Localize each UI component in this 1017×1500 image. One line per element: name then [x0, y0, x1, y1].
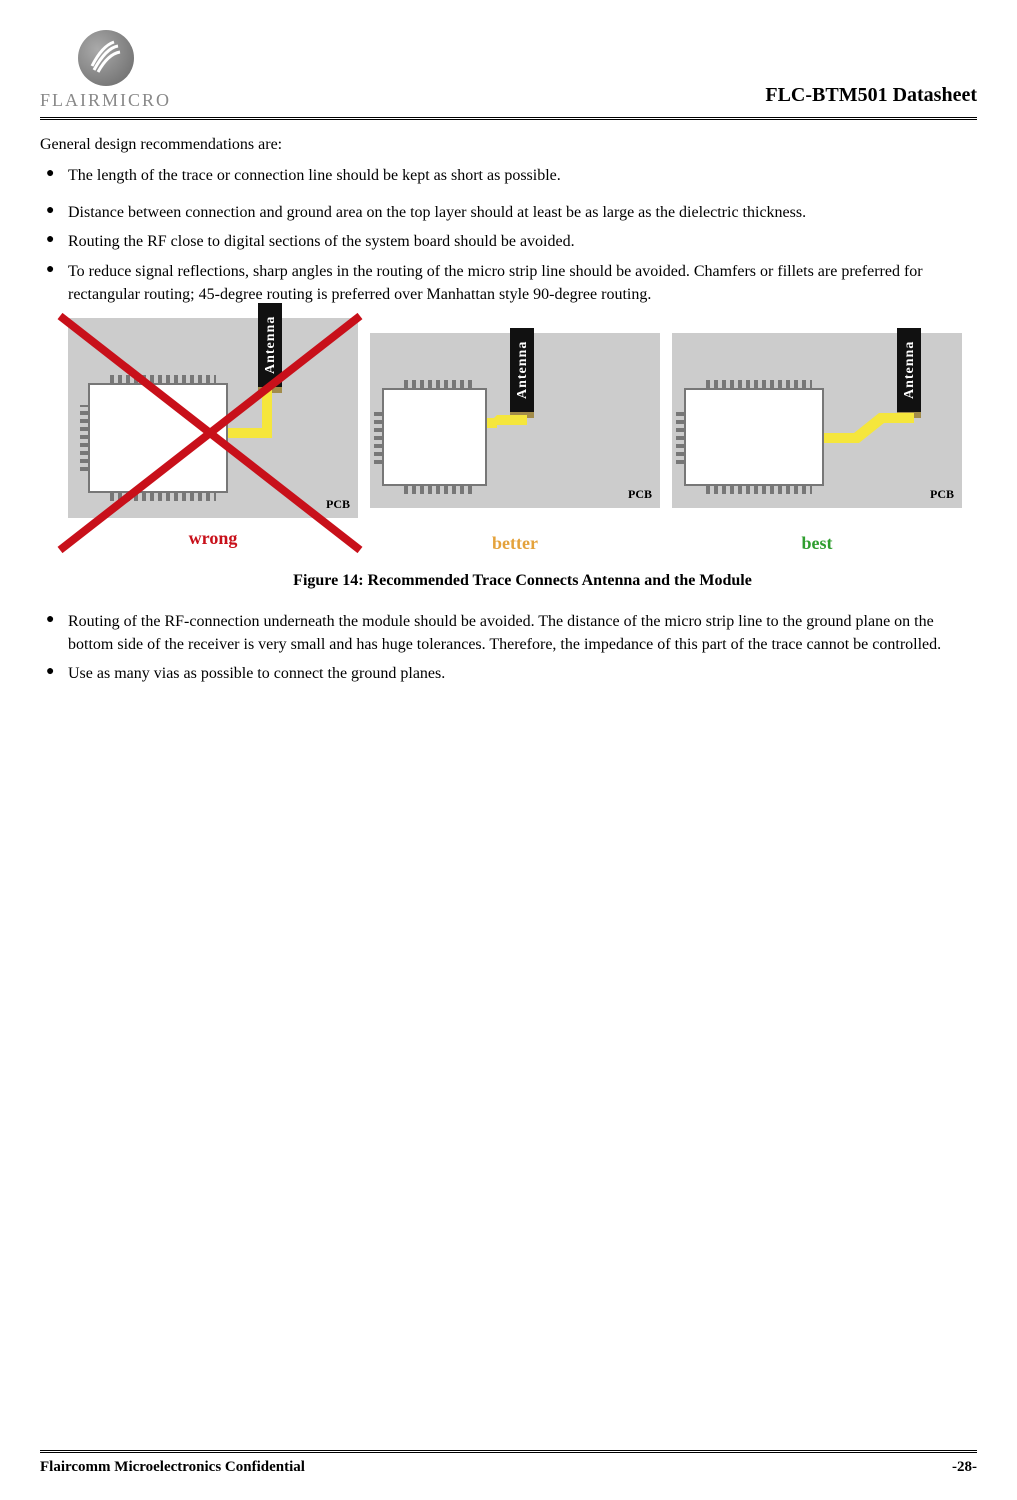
panel-caption-wrong: wrong — [189, 528, 238, 549]
footer-left: Flaircomm Microelectronics Confidential — [40, 1459, 305, 1476]
intro-text: General design recommendations are: — [40, 136, 977, 154]
bullet-item: Use as many vias as possible to connect … — [40, 662, 977, 685]
figure-caption: Figure 14: Recommended Trace Connects An… — [68, 572, 977, 590]
panel-best: Antenna PCB best — [672, 318, 962, 554]
pcb-label: PCB — [930, 487, 954, 502]
bullet-list-bottom: Routing of the RF-connection underneath … — [40, 610, 977, 686]
logo-section: FLAIRMICRO — [40, 30, 171, 111]
logo-company-name: FLAIRMICRO — [40, 90, 171, 111]
panel-better-board: Antenna PCB — [370, 333, 660, 508]
bullet-item: To reduce signal reflections, sharp angl… — [40, 260, 977, 306]
panel-better: Antenna PCB better — [370, 318, 660, 554]
antenna-label: Antenna — [258, 303, 282, 393]
figure-14: Antenna PCB wrong Antenna — [40, 318, 977, 590]
bullet-item: The length of the trace or connection li… — [40, 164, 977, 187]
panel-best-board: Antenna PCB — [672, 333, 962, 508]
panel-caption-better: better — [492, 533, 538, 554]
document-title: FLC-BTM501 Datasheet — [765, 84, 977, 111]
footer-page-number: -28- — [952, 1459, 977, 1476]
pcb-label: PCB — [326, 497, 350, 512]
page-footer: Flaircomm Microelectronics Confidential … — [40, 1450, 977, 1476]
page-header: FLAIRMICRO FLC-BTM501 Datasheet — [40, 30, 977, 120]
bullet-item: Routing the RF close to digital sections… — [40, 230, 977, 253]
bullet-item: Distance between connection and ground a… — [40, 201, 977, 224]
module-icon — [382, 388, 487, 486]
pcb-label: PCB — [628, 487, 652, 502]
bullet-item: Routing of the RF-connection underneath … — [40, 610, 977, 656]
logo-icon — [78, 30, 134, 86]
panel-caption-best: best — [802, 533, 833, 554]
bullet-list-top: The length of the trace or connection li… — [40, 164, 977, 306]
panel-wrong: Antenna PCB wrong — [68, 318, 358, 549]
module-icon — [88, 383, 228, 493]
module-icon — [684, 388, 824, 486]
panel-wrong-board: Antenna PCB — [68, 318, 358, 518]
figure-row: Antenna PCB wrong Antenna — [68, 318, 977, 554]
